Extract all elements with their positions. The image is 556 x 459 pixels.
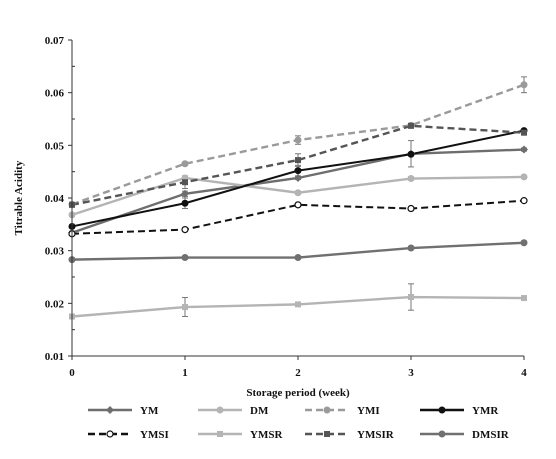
point-ymsr <box>295 301 301 308</box>
point-ym <box>181 189 189 198</box>
y-tick-label: 0.01 <box>45 351 64 363</box>
x-tick-label: 0 <box>69 367 75 379</box>
x-tick-label: 3 <box>408 367 414 379</box>
point-ymr <box>181 199 189 207</box>
point-ymsir <box>295 157 301 164</box>
series-line-ymsir <box>71 124 525 207</box>
legend-item-ymsi: YMSI <box>88 429 169 441</box>
legend-marker-ym <box>106 406 114 414</box>
point-dm <box>294 189 302 197</box>
point-ymsir <box>408 122 414 129</box>
point-ymsi <box>407 204 415 213</box>
legend-label-ymsr: YMSR <box>250 429 283 441</box>
y-tick-label: 0.03 <box>45 246 65 258</box>
legend-item-dm: DM <box>198 405 269 417</box>
legend-label-ym: YM <box>140 405 159 417</box>
legend-marker-dm <box>216 406 224 414</box>
legend-marker-ymr <box>438 406 446 414</box>
legend-label-ymr: YMR <box>472 405 499 417</box>
point-ymi <box>520 81 528 89</box>
legend-label-ymsir: YMSIR <box>357 429 395 441</box>
point-ymsr <box>182 304 188 311</box>
series-lines <box>71 83 525 318</box>
y-tick-label: 0.04 <box>45 193 65 205</box>
point-ym <box>520 145 528 154</box>
legend-marker-dmsir <box>438 430 446 438</box>
point-ymr <box>294 167 302 175</box>
legend-marker-ymsr <box>217 431 223 437</box>
y-tick-label: 0.02 <box>45 298 65 310</box>
series-line-ymsi <box>71 199 525 235</box>
legend-item-ym: YM <box>88 405 159 417</box>
point-ymsi <box>181 226 189 234</box>
point-dmsir <box>181 254 189 262</box>
legend-label-dm: DM <box>250 405 269 417</box>
x-tick-label: 1 <box>182 367 188 379</box>
y-tick-label: 0.06 <box>45 88 65 100</box>
legend-label-dmsir: DMSIR <box>472 429 510 441</box>
point-ymsir <box>182 179 188 186</box>
point-ymsi <box>520 197 528 205</box>
legend-label-ymi: YMI <box>357 405 380 417</box>
axes <box>68 39 525 360</box>
point-ym <box>294 173 302 182</box>
legend-item-ymsr: YMSR <box>198 429 283 441</box>
legend-marker-ymi <box>323 406 331 414</box>
legend-item-ymr: YMR <box>420 405 499 417</box>
legend: YM DM YMI YMR YMSI YMSR YMSIR DMSIR <box>88 405 510 441</box>
legend-item-ymsir: YMSIR <box>305 429 395 441</box>
error-bars <box>69 76 527 319</box>
point-dm <box>407 175 415 183</box>
point-ymsr <box>408 294 414 301</box>
x-axis-title: Storage period (week) <box>246 387 350 399</box>
point-ymi <box>181 160 189 168</box>
point-dmsir <box>407 244 415 252</box>
point-ymsir <box>521 129 527 136</box>
tick-labels: 0.01 0.02 0.03 0.04 0.05 0.06 0.07 0 1 2 3 4 <box>45 35 528 379</box>
y-tick-label: 0.05 <box>45 140 65 152</box>
legend-marker-ymsir <box>324 431 330 437</box>
point-dmsir <box>520 239 528 247</box>
x-tick-label: 2 <box>295 367 301 379</box>
point-dmsir <box>294 254 302 262</box>
legend-item-ymi: YMI <box>305 405 380 417</box>
legend-marker-ymsi <box>106 430 114 438</box>
y-tick-label: 0.07 <box>45 35 65 47</box>
point-ymsi <box>294 201 302 209</box>
x-tick-label: 4 <box>521 367 527 379</box>
point-ymi <box>294 136 302 144</box>
legend-label-ymsi: YMSI <box>140 429 169 441</box>
y-axis-title: Titrable Acidity <box>13 160 25 235</box>
series-markers <box>68 81 528 320</box>
point-dm <box>520 173 528 181</box>
legend-item-dmsir: DMSIR <box>420 429 510 441</box>
point-ymsr <box>521 295 527 302</box>
point-ymr <box>407 150 415 158</box>
